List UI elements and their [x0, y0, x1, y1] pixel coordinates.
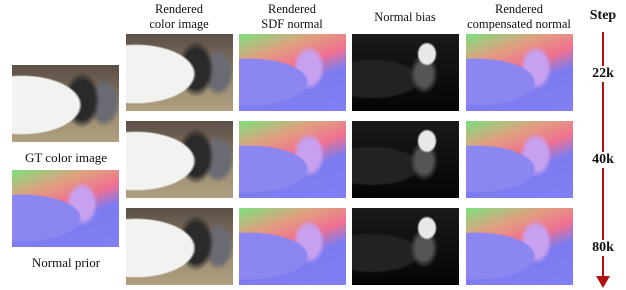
step-title: Step: [585, 8, 621, 24]
header-line: Normal bias: [350, 10, 460, 25]
prior-label: Normal prior: [6, 255, 126, 271]
step-label: 40k: [585, 152, 621, 168]
normal-image: [466, 208, 573, 285]
color-image: [126, 34, 233, 111]
bias-image: [352, 121, 459, 198]
header-line: Rendered: [237, 2, 347, 17]
gt-color-image: [12, 65, 119, 142]
gt-label: GT color image: [6, 150, 126, 166]
normal-image: [239, 34, 346, 111]
header-line: SDF normal: [237, 17, 347, 32]
header-line: compensated normal: [464, 17, 574, 32]
color-image: [126, 208, 233, 285]
column-header: Normal bias: [350, 10, 460, 25]
bias-image: [352, 34, 459, 111]
header-line: Rendered: [464, 2, 574, 17]
bias-image: [352, 208, 459, 285]
step-label: 80k: [585, 240, 621, 256]
normal-image: [239, 208, 346, 285]
normal-image: [239, 121, 346, 198]
figure: GT color image Normal prior Step Rendere…: [0, 0, 626, 290]
header-line: color image: [124, 17, 234, 32]
normal-image: [466, 121, 573, 198]
step-label: 22k: [585, 66, 621, 82]
header-line: Rendered: [124, 2, 234, 17]
normal-image: [466, 34, 573, 111]
color-image: [126, 121, 233, 198]
normal-prior-image: [12, 170, 119, 247]
